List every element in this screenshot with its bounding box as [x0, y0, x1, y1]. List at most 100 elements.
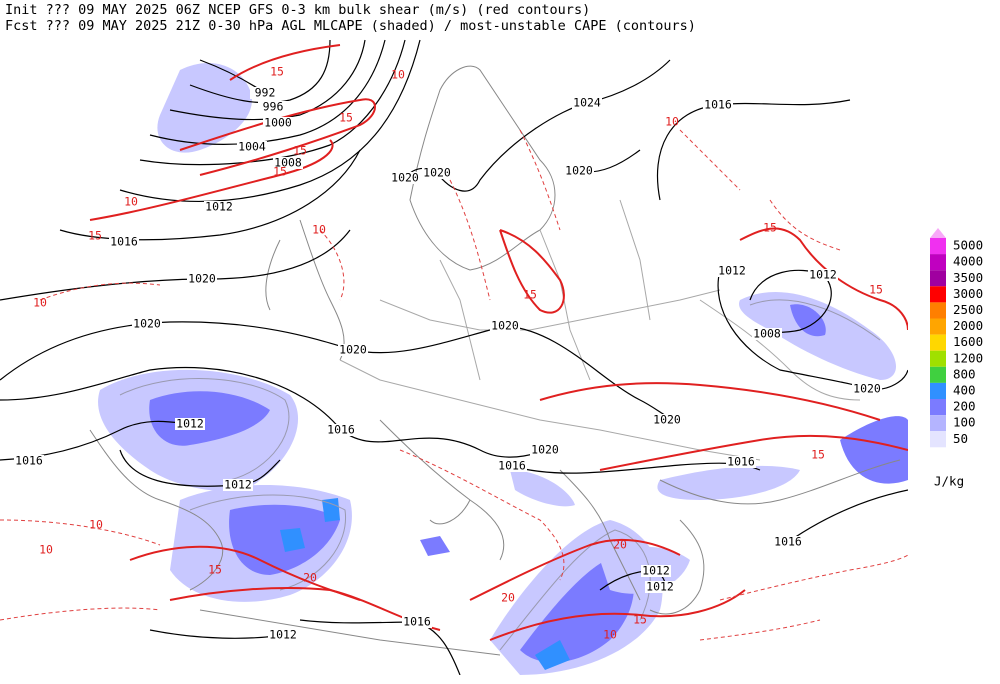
legend-label: 5000	[953, 238, 983, 253]
isobar-label-bg	[338, 344, 368, 356]
shear-label: 10	[603, 628, 617, 642]
isobar-label-bg	[175, 418, 205, 430]
isobar-label-bg	[258, 101, 288, 113]
isobar-label: 1020	[188, 272, 216, 286]
isobar-label-bg	[572, 97, 602, 109]
legend-label: 400	[953, 382, 976, 397]
contour-labels: 9929961000100410081012101610201020102010…	[14, 65, 883, 642]
shear-label: 15	[811, 448, 825, 462]
isobar-label-bg	[326, 424, 356, 436]
legend-swatch	[930, 382, 946, 399]
isobar-label-bg	[273, 157, 303, 169]
legend-swatch	[930, 254, 946, 271]
legend-swatch	[930, 318, 946, 335]
shear-label: 15	[523, 288, 537, 302]
legend-swatch	[930, 350, 946, 367]
legend-label: 1200	[953, 350, 983, 365]
isobar-label: 1012	[176, 417, 204, 431]
legend-label: 2500	[953, 302, 983, 317]
isobar-label-bg	[263, 117, 293, 129]
isobar-label-bg	[773, 536, 803, 548]
legend-label: 3000	[953, 286, 983, 301]
legend-label: 3500	[953, 270, 983, 285]
shear-label: 10	[89, 518, 103, 532]
isobar-label: 1008	[753, 327, 781, 341]
header-line: Init ??? 09 MAY 2025 06Z NCEP GFS 0-3 km…	[5, 2, 590, 18]
isobar-label: 1020	[853, 382, 881, 396]
shear-label: 15	[869, 283, 883, 297]
isobar-label-bg	[645, 581, 675, 593]
isobar-label: 1024	[573, 96, 601, 110]
isobar-label: 1016	[727, 455, 755, 469]
shear-label: 15	[88, 229, 102, 243]
shear-label: 15	[208, 563, 222, 577]
isobar-label-bg	[726, 456, 756, 468]
isobar-label-bg	[402, 616, 432, 628]
isobar-label: 1012	[809, 268, 837, 282]
legend-label: 50	[953, 431, 968, 446]
isobar-label: 1016	[704, 98, 732, 112]
shear-label: 20	[613, 538, 627, 552]
isobar-label: 1020	[531, 443, 559, 457]
isobar-label-bg	[641, 565, 671, 577]
shear-label: 10	[39, 543, 53, 557]
isobar-label: 1012	[642, 564, 670, 578]
legend-arrow	[930, 228, 946, 238]
legend-swatch	[930, 431, 946, 448]
isobar-label-bg	[490, 320, 520, 332]
isobar-label: 1020	[339, 343, 367, 357]
isobar-label-bg	[132, 318, 162, 330]
legend-swatch	[930, 238, 946, 255]
legend-swatch	[930, 415, 946, 432]
isobar-label: 1020	[133, 317, 161, 331]
isobar-label: 1008	[274, 156, 302, 170]
isobar-label: 1016	[15, 454, 43, 468]
isobar-label-bg	[109, 236, 139, 248]
isobar-label-bg	[852, 383, 882, 395]
isobar-label: 1016	[110, 235, 138, 249]
shear-label: 15	[293, 144, 307, 158]
isobar-label-bg	[14, 455, 44, 467]
isobar-label-bg	[223, 479, 253, 491]
legend-swatch	[930, 302, 946, 319]
shear-label: 10	[124, 195, 138, 209]
isobar-label: 1012	[205, 200, 233, 214]
legend-swatch	[930, 399, 946, 416]
legend-swatch	[930, 270, 946, 287]
isobar-label-bg	[808, 269, 838, 281]
legend-label: 100	[953, 415, 976, 430]
isobar-label-bg	[237, 141, 267, 153]
isobar-label: 1016	[327, 423, 355, 437]
isobar-label-bg	[752, 328, 782, 340]
legend-label: 200	[953, 399, 976, 414]
isobar-label: 1000	[264, 116, 292, 130]
shear-label: 15	[270, 65, 284, 79]
shear-contours	[0, 44, 908, 641]
isobars	[0, 39, 908, 675]
isobar-label-bg	[497, 460, 527, 472]
shear-label: 15	[763, 221, 777, 235]
legend-label: 1600	[953, 334, 983, 349]
isobar-label: 1016	[774, 535, 802, 549]
isobar-label-bg	[268, 629, 298, 641]
isobar-label: 1016	[498, 459, 526, 473]
shear-label: 15	[273, 165, 287, 179]
legend-swatch	[930, 366, 946, 383]
isobar-label-bg	[717, 265, 747, 277]
shear-label: 20	[501, 591, 515, 605]
isobar-label: 1004	[238, 140, 266, 154]
shear-label: 10	[665, 115, 679, 129]
borders	[89, 65, 901, 656]
legend-label: 2000	[953, 318, 983, 333]
isobar-label-bg	[390, 172, 420, 184]
legend-swatch	[930, 286, 946, 303]
isobar-label: 1020	[491, 319, 519, 333]
isobar-label-bg	[187, 273, 217, 285]
legend-label: 800	[953, 366, 976, 381]
header-line: Fcst ??? 09 MAY 2025 21Z 0-30 hPa AGL ML…	[5, 18, 696, 34]
isobar-label-bg	[564, 165, 594, 177]
shear-label: 10	[33, 296, 47, 310]
isobar-label: 1020	[565, 164, 593, 178]
